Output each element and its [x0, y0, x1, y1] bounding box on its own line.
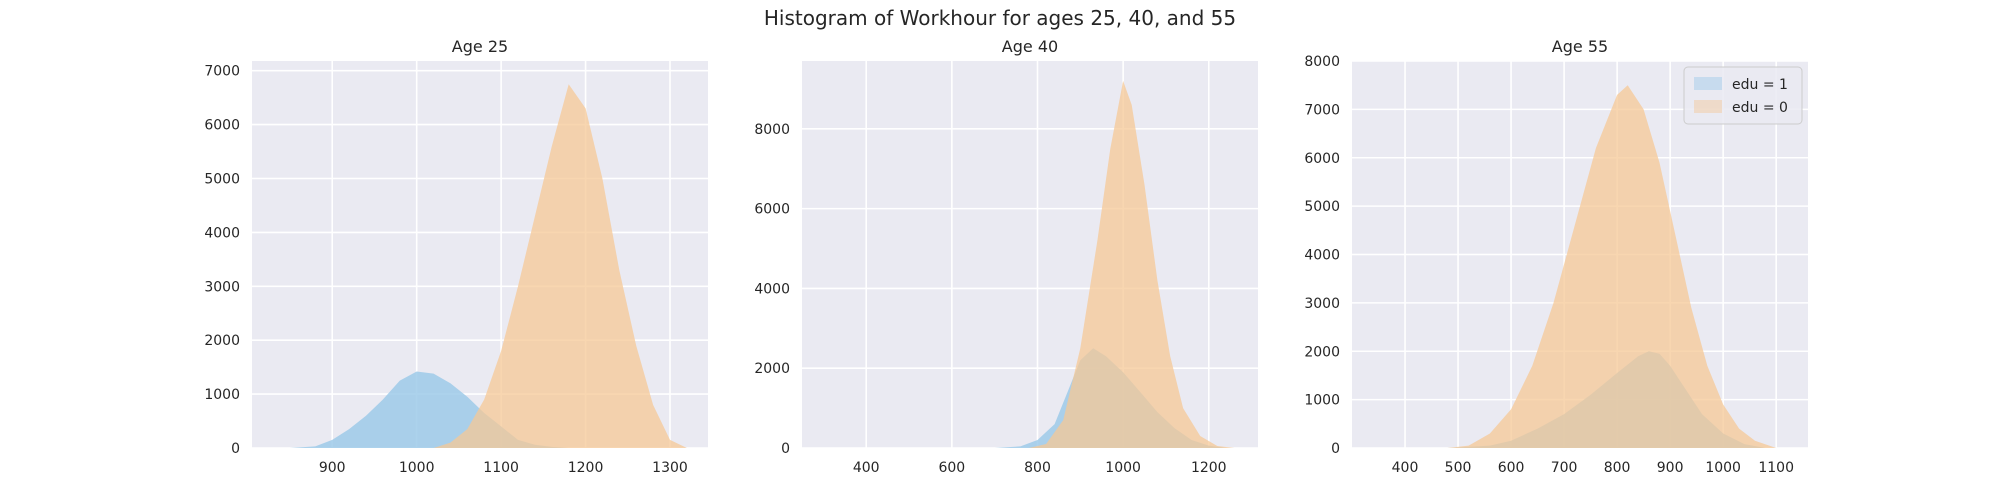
y-tick-label: 7000 — [204, 64, 240, 80]
subplot-3: Age 55 400 500 600 700 800 900 1000 1100 0 1000 200… — [1304, 37, 1808, 476]
x-tick-label: 800 — [1024, 460, 1051, 476]
histogram-edu0 — [433, 84, 687, 448]
y-tick-label: 2000 — [1304, 344, 1340, 360]
subplot-title: Age 55 — [1552, 37, 1608, 56]
histogram-edu0 — [1447, 85, 1777, 448]
y-tick-label: 3000 — [1304, 296, 1340, 312]
y-tick-label: 6000 — [1304, 151, 1340, 167]
legend-box — [1683, 66, 1803, 125]
x-tick-label: 600 — [1498, 460, 1525, 476]
x-tick-label: 600 — [938, 460, 965, 476]
y-tick-label: 6000 — [754, 202, 790, 218]
plot-background — [802, 61, 1258, 448]
x-tick-label: 1100 — [483, 460, 519, 476]
x-tick-label: 1200 — [1191, 460, 1227, 476]
histogram-edu0 — [1028, 80, 1235, 448]
x-tick-label: 1000 — [1705, 460, 1741, 476]
legend-swatch — [1694, 77, 1722, 90]
legend-swatch — [1694, 100, 1722, 113]
x-tick-label: 500 — [1445, 460, 1472, 476]
y-tick-label: 1000 — [204, 387, 240, 403]
subplot-title: Age 25 — [452, 37, 508, 56]
x-tick-label: 700 — [1551, 460, 1578, 476]
figure-title: Histogram of Workhour for ages 25, 40, a… — [763, 6, 1237, 30]
y-tick-label: 4000 — [754, 281, 790, 297]
y-tick-label: 0 — [781, 441, 790, 457]
x-tick-label: 800 — [1604, 460, 1631, 476]
x-tick-label: 1200 — [568, 460, 604, 476]
x-tick-label: 1000 — [1105, 460, 1141, 476]
subplot-title: Age 40 — [1002, 37, 1058, 56]
y-tick-label: 8000 — [754, 122, 790, 138]
y-tick-label: 7000 — [1304, 102, 1340, 118]
subplot-1: Age 25 900 1000 1100 1200 1300 0 1000 2000 3000 40… — [204, 37, 708, 476]
x-tick-label: 1100 — [1758, 460, 1794, 476]
y-tick-label: 5000 — [1304, 199, 1340, 215]
x-tick-label: 900 — [319, 460, 346, 476]
x-tick-label: 1300 — [652, 460, 688, 476]
y-tick-label: 2000 — [204, 333, 240, 349]
y-tick-label: 1000 — [1304, 393, 1340, 409]
y-tick-label: 3000 — [204, 279, 240, 295]
x-tick-label: 400 — [1392, 460, 1419, 476]
y-tick-label: 4000 — [1304, 248, 1340, 264]
y-tick-label: 4000 — [204, 225, 240, 241]
legend-label: edu = 0 — [1732, 100, 1788, 116]
legend-label: edu = 1 — [1732, 77, 1788, 93]
x-tick-label: 400 — [853, 460, 880, 476]
y-tick-label: 6000 — [204, 118, 240, 134]
legend: edu = 1 edu = 0 — [1683, 66, 1803, 125]
x-tick-label: 900 — [1657, 460, 1684, 476]
y-tick-label: 8000 — [1304, 54, 1340, 70]
y-tick-label: 0 — [231, 441, 240, 457]
y-tick-label: 5000 — [204, 172, 240, 188]
subplot-2: Age 40 400 600 800 1000 1200 0 2000 4000 6000 8000 — [754, 37, 1258, 476]
x-tick-label: 1000 — [399, 460, 435, 476]
y-tick-label: 0 — [1331, 441, 1340, 457]
y-tick-label: 2000 — [754, 361, 790, 377]
